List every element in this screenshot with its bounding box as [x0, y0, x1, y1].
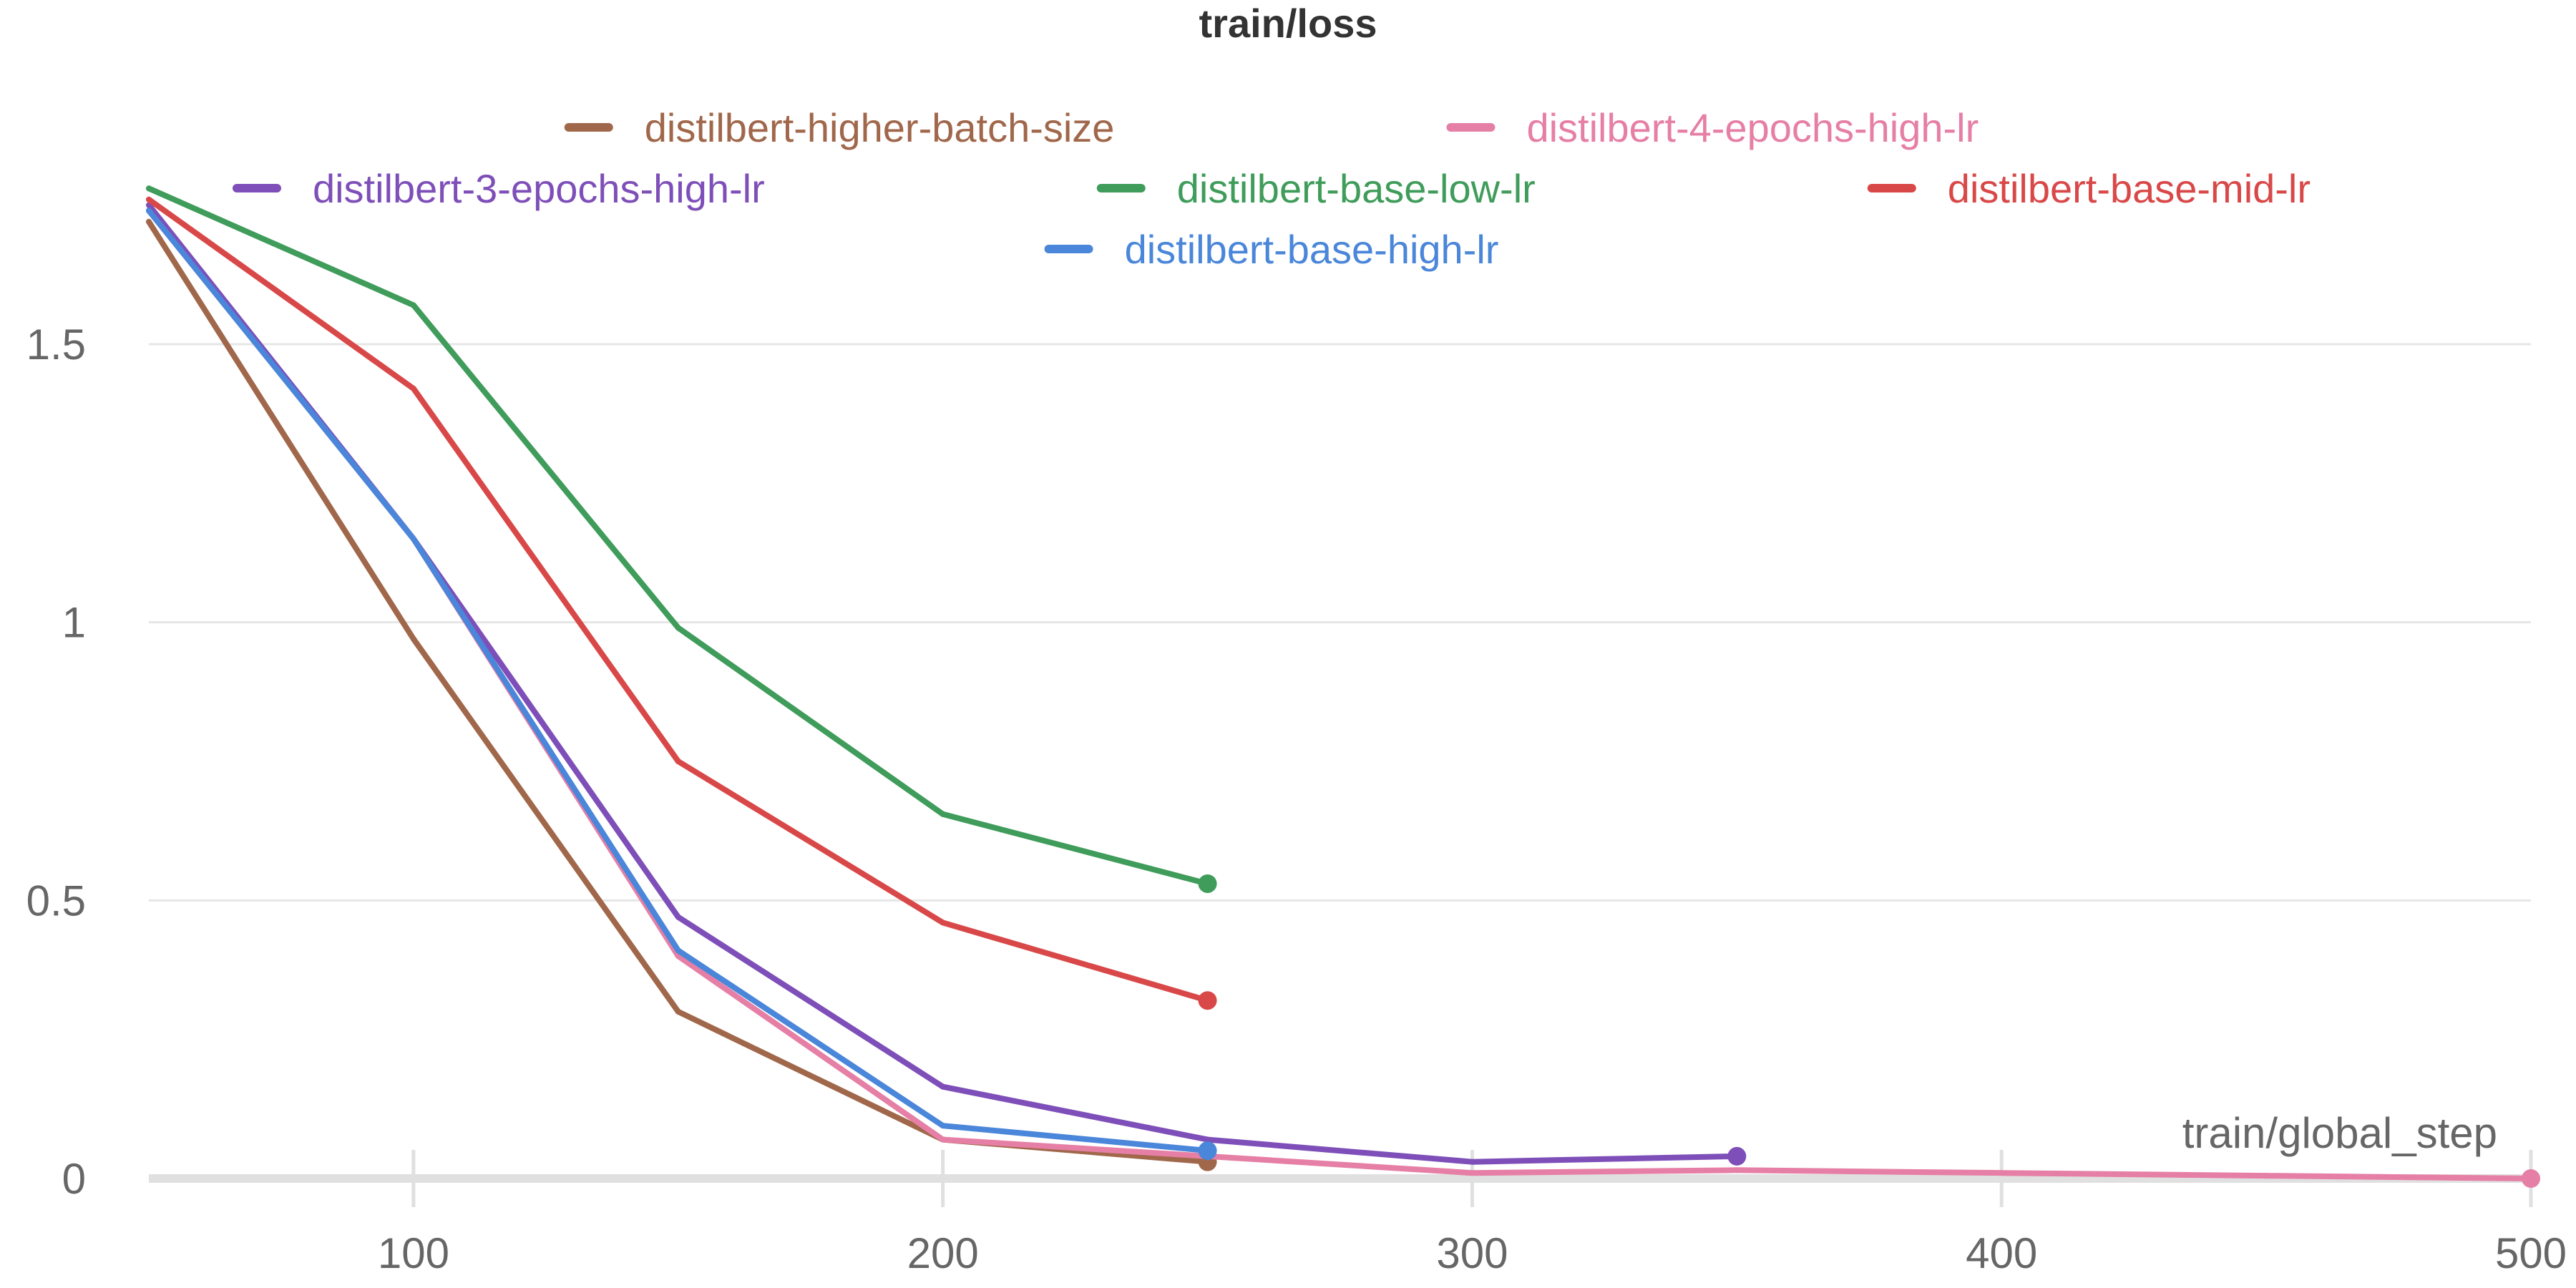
series-line [146, 202, 1740, 1165]
legend-item: distilbert-4-epochs-high-lr [1446, 105, 1979, 150]
data-point [410, 386, 416, 392]
legend-item: distilbert-base-high-lr [1044, 227, 1499, 272]
series-end-marker [1198, 1141, 1217, 1161]
x-tick-label: 500 [2495, 1229, 2567, 1277]
legend-item: distilbert-higher-batch-size [564, 105, 1115, 150]
data-point [940, 811, 946, 817]
y-tick-label: 0 [62, 1155, 86, 1203]
series-distilbert-base-mid-lr [146, 196, 1217, 1010]
legend-item: distilbert-base-low-lr [1096, 166, 1536, 211]
legend-label: distilbert-4-epochs-high-lr [1526, 105, 1979, 150]
data-point [146, 208, 152, 214]
data-point [146, 218, 152, 225]
series-line [146, 196, 1211, 1004]
series-distilbert-4-epochs-high-lr [146, 208, 2540, 1188]
legend-label: distilbert-higher-batch-size [645, 105, 1115, 150]
data-point [675, 914, 681, 920]
x-axis: 100 200 300 400 500 [149, 1150, 2567, 1277]
data-point [940, 919, 946, 926]
series-end-marker [1198, 991, 1217, 1010]
series-distilbert-higher-batch-size [146, 218, 1217, 1171]
series-end-marker [1198, 874, 1217, 893]
data-point [1469, 1158, 1475, 1165]
series-line [146, 185, 1211, 887]
data-point [410, 302, 416, 308]
grid-lines [149, 343, 2531, 902]
y-tick-label: 1 [62, 599, 86, 647]
series-distilbert-base-high-lr [146, 208, 1217, 1161]
x-tick-label: 300 [1436, 1229, 1508, 1277]
data-point [675, 625, 681, 631]
series-distilbert-base-low-lr [146, 185, 1217, 893]
y-axis: 0 0.5 1 1.5 [26, 321, 86, 1203]
legend-label: distilbert-3-epochs-high-lr [313, 166, 765, 211]
data-point [1469, 1170, 1475, 1176]
legend: distilbert-higher-batch-size distilbert-4… [232, 105, 2311, 272]
series-line [146, 218, 1211, 1165]
series-distilbert-3-epochs-high-lr [146, 202, 1747, 1166]
data-point [410, 635, 416, 642]
data-point [675, 947, 681, 954]
series-end-marker [2522, 1169, 2540, 1188]
series-end-marker [1727, 1146, 1747, 1166]
data-point [940, 1136, 946, 1143]
y-tick-label: 0.5 [26, 877, 86, 924]
data-point [675, 1008, 681, 1015]
data-point [1734, 1167, 1740, 1174]
y-tick-label: 1.5 [26, 321, 86, 369]
legend-label: distilbert-base-low-lr [1177, 166, 1536, 211]
x-tick-label: 400 [1966, 1229, 2037, 1277]
legend-item: distilbert-3-epochs-high-lr [232, 166, 765, 211]
data-point [1204, 1136, 1211, 1143]
data-point [940, 1083, 946, 1090]
x-tick-label: 200 [907, 1229, 979, 1277]
data-point [410, 536, 416, 542]
series-line [146, 208, 2534, 1181]
legend-item: distilbert-base-mid-lr [1867, 166, 2311, 211]
data-point [675, 758, 681, 764]
x-axis-title: train/global_step [2182, 1109, 2497, 1157]
x-tick-label: 100 [378, 1229, 449, 1277]
legend-label: distilbert-base-high-lr [1125, 227, 1499, 272]
data-point [146, 196, 152, 203]
series-layer [146, 185, 2540, 1188]
data-point [2263, 1173, 2270, 1179]
data-point [146, 185, 152, 192]
chart-title: train/loss [1199, 1, 1377, 46]
data-point [1999, 1170, 2005, 1176]
data-point [940, 1123, 946, 1129]
legend-label: distilbert-base-mid-lr [1948, 166, 2311, 211]
